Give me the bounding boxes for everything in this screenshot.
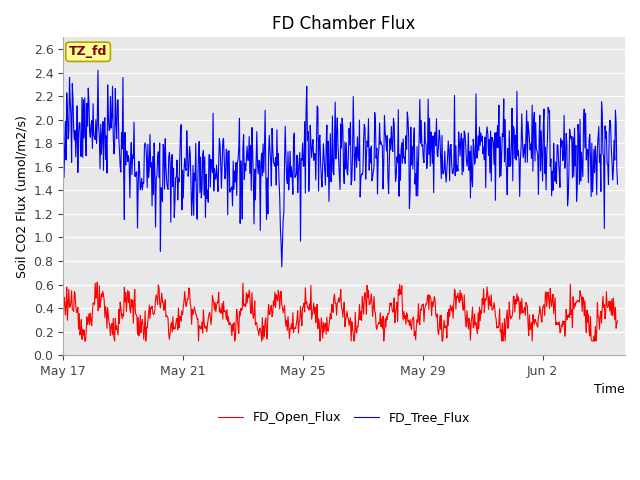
Legend: FD_Open_Flux, FD_Tree_Flux: FD_Open_Flux, FD_Tree_Flux: [213, 406, 476, 429]
Y-axis label: Soil CO2 Flux (umol/m2/s): Soil CO2 Flux (umol/m2/s): [15, 115, 28, 278]
Text: TZ_fd: TZ_fd: [69, 45, 108, 58]
X-axis label: Time: Time: [595, 384, 625, 396]
Line: FD_Tree_Flux: FD_Tree_Flux: [63, 70, 618, 267]
Line: FD_Open_Flux: FD_Open_Flux: [63, 282, 618, 341]
Title: FD Chamber Flux: FD Chamber Flux: [273, 15, 416, 33]
